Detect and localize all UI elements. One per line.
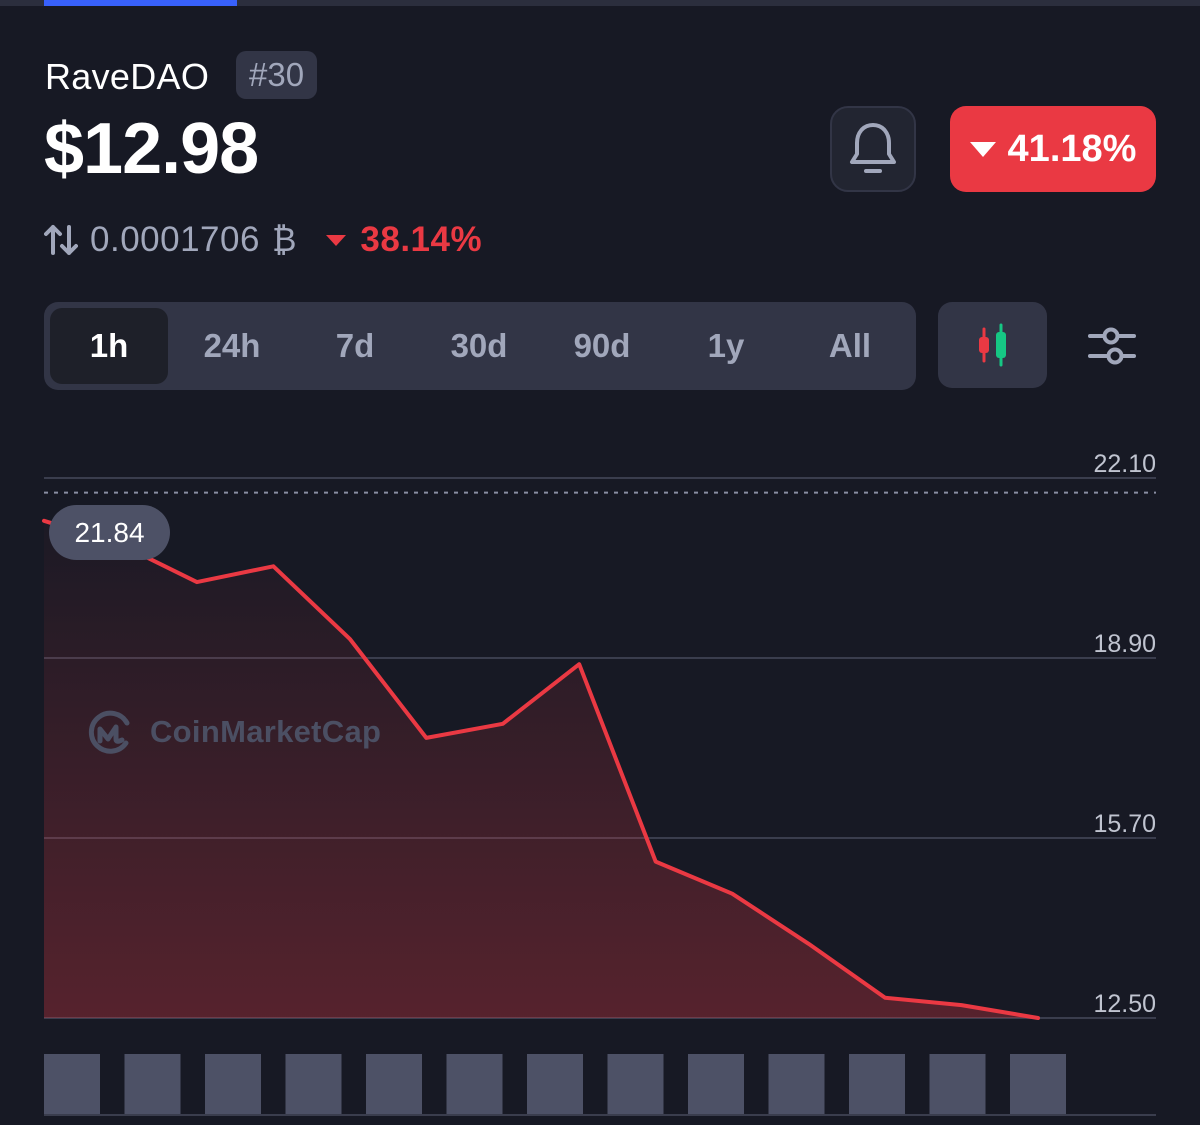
volume-bar — [527, 1054, 583, 1114]
down-triangle-icon — [326, 234, 347, 246]
volume-bar — [768, 1054, 825, 1114]
price-alert-button[interactable] — [830, 106, 916, 192]
candlestick-icon — [978, 323, 1006, 367]
volume-bar — [366, 1054, 422, 1114]
coinmarketcap-watermark: CoinMarketCap — [86, 704, 381, 760]
chart-settings-button[interactable] — [1082, 318, 1142, 374]
swap-arrows-icon — [44, 225, 78, 255]
volume-bar — [849, 1054, 905, 1114]
top-progress-rule — [0, 0, 1200, 6]
price-tooltip: 21.84 — [49, 505, 170, 560]
y-tick-label: 12.50 — [1093, 990, 1156, 1018]
price-change-badge: 41.18% — [950, 106, 1156, 192]
chart-type-toggle-button[interactable] — [938, 302, 1047, 388]
tab-90d[interactable]: 90d — [573, 327, 631, 364]
volume-bar — [124, 1054, 181, 1114]
volume-bar — [44, 1054, 100, 1114]
tab-24h[interactable]: 24h — [203, 327, 261, 364]
coinmarketcap-logo — [88, 710, 130, 754]
btc-price-value: 0.0001706 — [90, 220, 260, 259]
y-tick-label: 22.10 — [1093, 450, 1156, 478]
volume-bar — [1010, 1054, 1066, 1114]
volume-bar — [688, 1054, 744, 1114]
volume-bar — [607, 1054, 664, 1114]
down-triangle-icon — [969, 141, 996, 157]
y-tick-label: 15.70 — [1093, 810, 1156, 838]
btc-symbol: ₿ — [271, 221, 297, 258]
volume-bar — [446, 1054, 503, 1114]
volume-bar — [205, 1054, 261, 1114]
y-tick-label: 18.90 — [1093, 630, 1156, 658]
price-change-value: 41.18% — [1007, 127, 1137, 170]
tab-7d[interactable]: 7d — [335, 327, 375, 364]
tab-30d[interactable]: 30d — [450, 327, 508, 364]
price-line — [42, 518, 1040, 1020]
sliders-icon — [1088, 327, 1136, 365]
volume-bar — [285, 1054, 342, 1114]
volume-bar — [929, 1054, 986, 1114]
price-area-fill — [44, 520, 1038, 1018]
tab-1y[interactable]: 1y — [707, 327, 745, 364]
timeframe-tabs: 1h 24h 7d 30d 90d 1y All — [44, 302, 916, 390]
watermark-text: CoinMarketCap — [150, 714, 382, 749]
tab-all[interactable]: All — [828, 327, 872, 364]
rank-badge: #30 — [236, 51, 318, 99]
coin-price: $12.98 — [44, 109, 259, 189]
btc-price-row: 0.0001706 ₿ 38.14% — [44, 220, 482, 260]
active-indicator — [44, 0, 237, 6]
coin-name: RaveDAO — [45, 56, 210, 97]
btc-change-value: 38.14% — [360, 220, 483, 259]
bell-icon — [850, 123, 896, 173]
tab-1h[interactable]: 1h — [50, 308, 168, 384]
